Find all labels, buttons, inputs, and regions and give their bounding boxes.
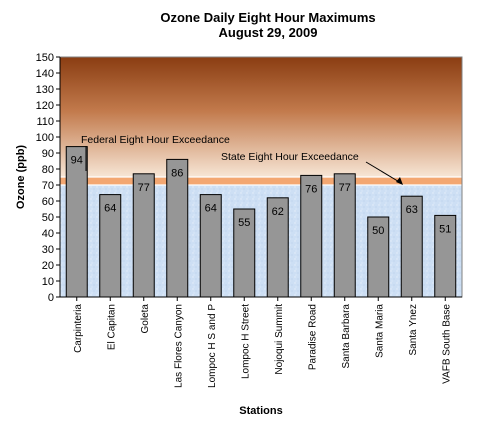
data-label-las-flores-canyon: 86 [171, 167, 183, 179]
y-axis-label: Ozone (ppb) [15, 145, 27, 209]
category-label-lompoc-h-s-and-p: Lompoc H S and P [207, 304, 218, 388]
data-label-goleta: 77 [138, 182, 150, 194]
data-label-nojoqui-summit: 62 [272, 206, 284, 218]
bars: 94 64 77 86 64 55 62 76 77 50 63 51 [65, 146, 457, 298]
state-exceedance-arrowhead [396, 177, 403, 185]
bar-carpinteria [65, 146, 88, 298]
y-tick-label-40: 40 [42, 228, 54, 240]
chart-title: Ozone Daily Eight Hour Maximums [160, 10, 375, 25]
y-tick-label-50: 50 [42, 212, 54, 224]
category-label-santa-barbara: Santa Barbara [341, 304, 352, 369]
category-label-las-flores-canyon: Las Flores Canyon [173, 304, 184, 388]
state-exceedance-arrow [365, 161, 402, 184]
federal-exceedance-label: Federal Eight Hour Exceedance [81, 134, 230, 146]
data-label-santa-barbara: 77 [339, 182, 351, 194]
category-label-lompoc-h-street: Lompoc H Street [240, 304, 251, 379]
y-tick-label-10: 10 [42, 276, 54, 288]
category-label-el-capitan: El Capitan [106, 304, 117, 350]
y-tick-label-60: 60 [42, 196, 54, 208]
data-label-lompoc-h-s-and-p: 64 [205, 203, 217, 215]
y-tick-label-100: 100 [36, 132, 54, 144]
category-label-santa-ynez: Santa Ynez [408, 304, 419, 356]
data-label-lompoc-h-street: 55 [238, 217, 250, 229]
data-label-santa-ynez: 63 [406, 204, 418, 216]
data-label-carpinteria: 94 [71, 155, 83, 167]
category-label-vafb-south-base: VAFB South Base [441, 304, 452, 384]
y-tick-label-110: 110 [36, 116, 54, 128]
y-tick-label-30: 30 [42, 244, 54, 256]
y-tick-label-90: 90 [42, 148, 54, 160]
y-tick-label-0: 0 [48, 292, 54, 304]
x-axis-label: Stations [239, 405, 282, 417]
below-standard-background [60, 185, 462, 297]
state-exceedance-label: State Eight Hour Exceedance [221, 151, 359, 163]
y-axis: 0 10 20 30 40 50 60 70 80 90 100 110 120 130 140 150 [36, 52, 61, 304]
x-axis: Carpinteria El Capitan Goleta Las Flores Ca… [60, 296, 462, 388]
above-standard-background [60, 57, 462, 177]
exceedance-band [60, 177, 462, 185]
data-label-vafb-south-base: 51 [439, 223, 451, 235]
y-tick-label-150: 150 [36, 52, 54, 64]
y-tick-label-120: 120 [36, 100, 54, 112]
y-tick-label-130: 130 [36, 84, 54, 96]
category-label-paradise-road: Paradise Road [307, 304, 318, 370]
data-label-santa-maria: 50 [372, 225, 384, 237]
bar-las-flores-canyon [166, 158, 189, 298]
chart-subtitle: August 29, 2009 [219, 25, 318, 40]
y-tick-label-140: 140 [36, 68, 54, 80]
plot-area: 94 64 77 86 64 55 62 76 77 50 63 51 [59, 56, 463, 298]
y-tick-label-80: 80 [42, 164, 54, 176]
category-label-nojoqui-summit: Nojoqui Summit [274, 304, 285, 375]
category-label-goleta: Goleta [140, 304, 151, 334]
y-tick-label-70: 70 [42, 180, 54, 192]
category-label-santa-maria: Santa Maria [374, 304, 385, 358]
data-label-el-capitan: 64 [104, 203, 116, 215]
y-tick-label-20: 20 [42, 260, 54, 272]
category-label-carpinteria: Carpinteria [73, 304, 84, 353]
data-label-paradise-road: 76 [305, 183, 317, 195]
